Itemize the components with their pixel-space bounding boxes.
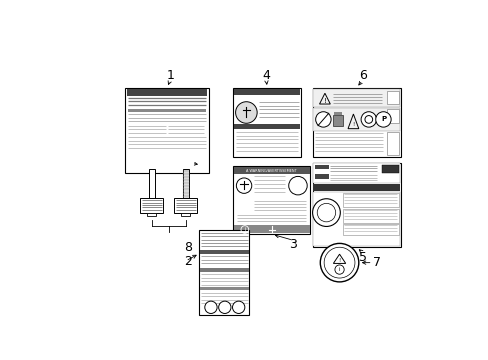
Bar <box>313 184 400 191</box>
Circle shape <box>235 102 257 123</box>
Circle shape <box>204 301 217 314</box>
Circle shape <box>317 203 335 222</box>
Text: 2: 2 <box>183 255 191 267</box>
Bar <box>200 250 248 254</box>
Bar <box>386 91 398 104</box>
Circle shape <box>364 116 372 123</box>
Circle shape <box>218 301 230 314</box>
Circle shape <box>232 301 244 314</box>
Bar <box>313 163 400 183</box>
Text: 6: 6 <box>358 69 366 82</box>
Bar <box>234 225 309 233</box>
Text: !: ! <box>323 98 325 104</box>
Text: 7: 7 <box>372 256 380 269</box>
Bar <box>199 230 249 315</box>
Bar <box>314 165 328 170</box>
Bar <box>313 192 400 247</box>
Bar <box>313 108 400 131</box>
Text: 8: 8 <box>183 241 191 254</box>
Bar <box>332 115 343 126</box>
Bar <box>200 287 248 291</box>
Bar <box>343 193 398 207</box>
Circle shape <box>320 243 358 282</box>
Bar <box>200 268 248 272</box>
Circle shape <box>360 112 376 127</box>
Bar <box>149 169 154 198</box>
Bar <box>314 174 328 179</box>
Bar <box>312 163 400 247</box>
Text: !: ! <box>351 122 354 127</box>
Circle shape <box>334 265 344 274</box>
Circle shape <box>312 199 340 226</box>
Circle shape <box>236 178 251 193</box>
Bar <box>147 213 156 216</box>
Bar <box>234 124 300 130</box>
Text: 3: 3 <box>289 238 297 251</box>
Bar <box>127 109 206 112</box>
Text: i: i <box>244 227 245 232</box>
Bar <box>125 88 208 172</box>
Bar <box>234 167 309 174</box>
Bar <box>386 132 398 155</box>
Text: i: i <box>338 267 340 272</box>
Bar <box>381 165 398 172</box>
Bar <box>181 213 190 216</box>
Bar <box>140 198 163 213</box>
Bar <box>233 166 310 234</box>
Bar <box>233 88 301 157</box>
Circle shape <box>375 112 390 127</box>
Bar <box>386 109 398 122</box>
Text: 1: 1 <box>166 69 174 82</box>
Bar <box>234 89 300 95</box>
Bar <box>174 198 197 213</box>
Bar <box>343 209 398 222</box>
Bar <box>312 88 400 157</box>
Bar <box>313 89 400 107</box>
Bar <box>343 224 398 235</box>
Text: 4: 4 <box>262 69 270 82</box>
Circle shape <box>324 247 354 278</box>
Bar <box>183 169 188 198</box>
Circle shape <box>288 176 306 195</box>
Bar <box>333 112 341 115</box>
Circle shape <box>315 112 330 127</box>
Text: 5: 5 <box>358 251 366 264</box>
Bar <box>127 89 207 95</box>
Text: P: P <box>380 116 385 122</box>
Text: A WARNING/AVERTISSEMENT: A WARNING/AVERTISSEMENT <box>246 168 297 173</box>
Text: !: ! <box>338 258 340 263</box>
